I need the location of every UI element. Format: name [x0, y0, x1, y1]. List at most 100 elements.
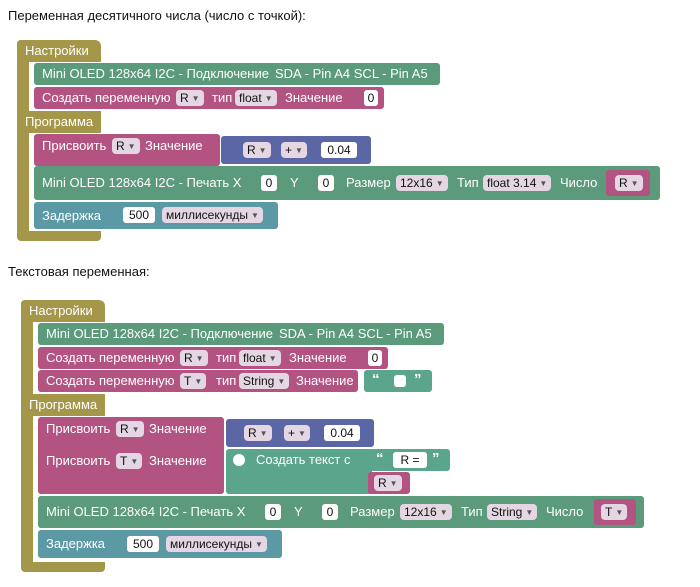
var-type-dropdown[interactable]: float ▼: [239, 350, 281, 366]
delay-input[interactable]: 500: [127, 536, 159, 552]
pins-label: SDA - Pin A4 SCL - Pin A5: [275, 66, 428, 81]
oled-print-block[interactable]: Mini OLED 128x64 I2C - Печать X 0 Y 0 Ра…: [34, 166, 660, 200]
math-expression-block[interactable]: R ▼ + ▼ 0.04: [221, 136, 371, 164]
program-header: Программа: [17, 111, 101, 133]
assign-var-dropdown[interactable]: R ▼: [112, 138, 140, 154]
type-cap-label: Тип: [457, 175, 479, 190]
delay-input[interactable]: 500: [123, 207, 155, 223]
value-label: Значение: [296, 373, 354, 388]
text-var-dropdown[interactable]: R ▼: [374, 475, 402, 491]
type-label: тип: [216, 350, 237, 365]
program-label: Программа: [29, 397, 98, 412]
setup-block-frame: [21, 300, 33, 570]
make-text-label: Создать текст с: [256, 452, 351, 467]
oled-connect-block[interactable]: Mini OLED 128x64 I2C - Подключение SDA -…: [34, 63, 440, 85]
print-var-dropdown[interactable]: R ▼: [615, 175, 643, 191]
init-value-input[interactable]: 0: [368, 350, 382, 366]
math-expression-block[interactable]: R ▼ + ▼ 0.04: [226, 419, 374, 447]
value-label: Значение: [289, 350, 347, 365]
var2-type-dropdown[interactable]: String ▼: [239, 373, 290, 389]
float-section-caption: Переменная десятичного числа (число с то…: [8, 8, 306, 23]
delay-label: Задержка: [46, 536, 106, 551]
size-dropdown[interactable]: 12x16 ▼: [396, 175, 448, 191]
empty-string-input[interactable]: [394, 375, 406, 387]
empty-string-block[interactable]: “ ”: [364, 370, 432, 392]
assign-text-block[interactable]: Присвоить T ▼ Значение: [38, 449, 224, 494]
text-section-caption: Текстовая переменная:: [8, 264, 150, 279]
print-type-dropdown[interactable]: float 3.14 ▼: [483, 175, 552, 191]
gear-icon[interactable]: [233, 454, 245, 466]
quote-close: ”: [414, 371, 422, 388]
print-type-dropdown[interactable]: String ▼: [487, 504, 538, 520]
create-variable-t-block[interactable]: Создать переменную T ▼ тип String ▼ Значен…: [38, 370, 358, 392]
print-x-input[interactable]: 0: [261, 175, 277, 191]
setup-block-bottom: [21, 562, 105, 572]
type-label: тип: [212, 90, 233, 105]
y-label: Y: [294, 504, 303, 519]
assign-label: Присвоить: [42, 138, 107, 153]
init-value-input[interactable]: 0: [364, 90, 378, 106]
assign-value-label: Значение: [145, 138, 203, 153]
value-label: Значение: [285, 90, 343, 105]
settings-header: Настройки: [21, 300, 105, 322]
setup-block-bottom: [17, 231, 101, 241]
text-var-block[interactable]: R ▼: [368, 472, 410, 494]
oled-connect-label: Mini OLED 128x64 I2C - Подключение: [46, 326, 273, 341]
quote-close: ”: [432, 450, 440, 467]
print-x-input[interactable]: 0: [265, 504, 281, 520]
assign-block[interactable]: Присвоить R ▼ Значение: [34, 134, 220, 166]
assign-text-var-dropdown[interactable]: T ▼: [116, 453, 143, 469]
expr-var-dropdown[interactable]: R ▼: [243, 142, 271, 158]
size-dropdown[interactable]: 12x16 ▼: [400, 504, 452, 520]
oled-connect-block[interactable]: Mini OLED 128x64 I2C - Подключение SDA -…: [38, 323, 444, 345]
delay-block[interactable]: Задержка 500 миллисекунды ▼: [34, 202, 278, 229]
var-name-dropdown[interactable]: R ▼: [180, 350, 208, 366]
create-variable-block[interactable]: Создать переменную R ▼ тип float ▼ Значени…: [38, 347, 388, 369]
var2-name-dropdown[interactable]: T ▼: [180, 373, 207, 389]
print-y-input[interactable]: 0: [322, 504, 338, 520]
setup-block-frame: [17, 40, 29, 238]
operator-dropdown[interactable]: + ▼: [284, 425, 310, 441]
text-literal-input[interactable]: R =: [393, 452, 427, 468]
ms-dropdown[interactable]: миллисекунды ▼: [162, 207, 263, 223]
number-label: Число: [546, 504, 584, 519]
delay-block[interactable]: Задержка 500 миллисекунды ▼: [38, 530, 282, 558]
program-header: Программа: [21, 394, 105, 416]
type-cap-label: Тип: [461, 504, 483, 519]
make-text-block[interactable]: Создать текст с: [226, 449, 372, 494]
assign-value-label: Значение: [149, 421, 207, 436]
oled-connect-label: Mini OLED 128x64 I2C - Подключение: [42, 66, 269, 81]
settings-label: Настройки: [25, 43, 89, 58]
operator-dropdown[interactable]: + ▼: [281, 142, 307, 158]
create-variable-label: Создать переменную: [46, 373, 175, 388]
create-variable-label: Создать переменную: [46, 350, 175, 365]
increment-input[interactable]: 0.04: [321, 142, 357, 158]
print-y-input[interactable]: 0: [318, 175, 334, 191]
print-var-dropdown[interactable]: T ▼: [601, 504, 628, 520]
size-label: Размер: [350, 504, 395, 519]
y-label: Y: [290, 175, 299, 190]
increment-input[interactable]: 0.04: [324, 425, 360, 441]
assign-var-dropdown[interactable]: R ▼: [116, 421, 144, 437]
print-label: Mini OLED 128x64 I2C - Печать X: [46, 504, 246, 519]
oled-print-block[interactable]: Mini OLED 128x64 I2C - Печать X 0 Y 0 Ра…: [38, 496, 644, 528]
print-label: Mini OLED 128x64 I2C - Печать X: [42, 175, 242, 190]
assign-value-label: Значение: [149, 453, 207, 468]
quote-open: “: [372, 371, 380, 388]
assign-label: Присвоить: [46, 421, 111, 436]
text-literal-block[interactable]: “ R = ”: [368, 449, 450, 471]
program-label: Программа: [25, 114, 94, 129]
size-label: Размер: [346, 175, 391, 190]
var-type-dropdown[interactable]: float ▼: [235, 90, 277, 106]
quote-open: “: [376, 450, 384, 467]
create-variable-block[interactable]: Создать переменную R ▼ тип float ▼ Значени…: [34, 87, 384, 109]
delay-label: Задержка: [42, 208, 102, 223]
ms-dropdown[interactable]: миллисекунды ▼: [166, 536, 267, 552]
var-name-dropdown[interactable]: R ▼: [176, 90, 204, 106]
type-label: тип: [216, 373, 237, 388]
settings-header: Настройки: [17, 40, 101, 62]
number-label: Число: [560, 175, 598, 190]
assign-label: Присвоить: [46, 453, 111, 468]
assign-block[interactable]: Присвоить R ▼ Значение: [38, 417, 224, 449]
expr-var-dropdown[interactable]: R ▼: [244, 425, 272, 441]
